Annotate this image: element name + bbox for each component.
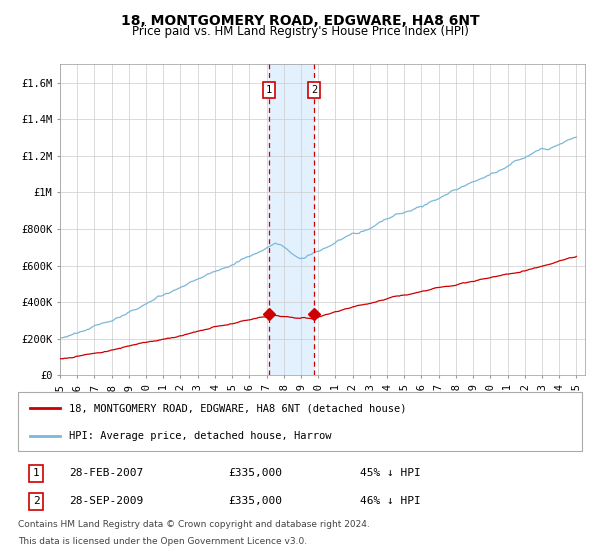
Text: 28-FEB-2007: 28-FEB-2007	[69, 468, 143, 478]
Bar	[269, 64, 314, 375]
Text: 2: 2	[32, 496, 40, 506]
Text: 2: 2	[311, 85, 317, 95]
Text: Price paid vs. HM Land Registry's House Price Index (HPI): Price paid vs. HM Land Registry's House …	[131, 25, 469, 38]
Text: This data is licensed under the Open Government Licence v3.0.: This data is licensed under the Open Gov…	[18, 537, 307, 546]
Text: 18, MONTGOMERY ROAD, EDGWARE, HA8 6NT: 18, MONTGOMERY ROAD, EDGWARE, HA8 6NT	[121, 14, 479, 28]
Text: HPI: Average price, detached house, Harrow: HPI: Average price, detached house, Harr…	[69, 431, 331, 441]
Text: 1: 1	[32, 468, 40, 478]
Text: 46% ↓ HPI: 46% ↓ HPI	[360, 496, 421, 506]
Text: 45% ↓ HPI: 45% ↓ HPI	[360, 468, 421, 478]
Text: £335,000: £335,000	[228, 496, 282, 506]
Text: 28-SEP-2009: 28-SEP-2009	[69, 496, 143, 506]
Text: 1: 1	[266, 85, 272, 95]
Text: £335,000: £335,000	[228, 468, 282, 478]
Text: 18, MONTGOMERY ROAD, EDGWARE, HA8 6NT (detached house): 18, MONTGOMERY ROAD, EDGWARE, HA8 6NT (d…	[69, 403, 407, 413]
Text: Contains HM Land Registry data © Crown copyright and database right 2024.: Contains HM Land Registry data © Crown c…	[18, 520, 370, 529]
